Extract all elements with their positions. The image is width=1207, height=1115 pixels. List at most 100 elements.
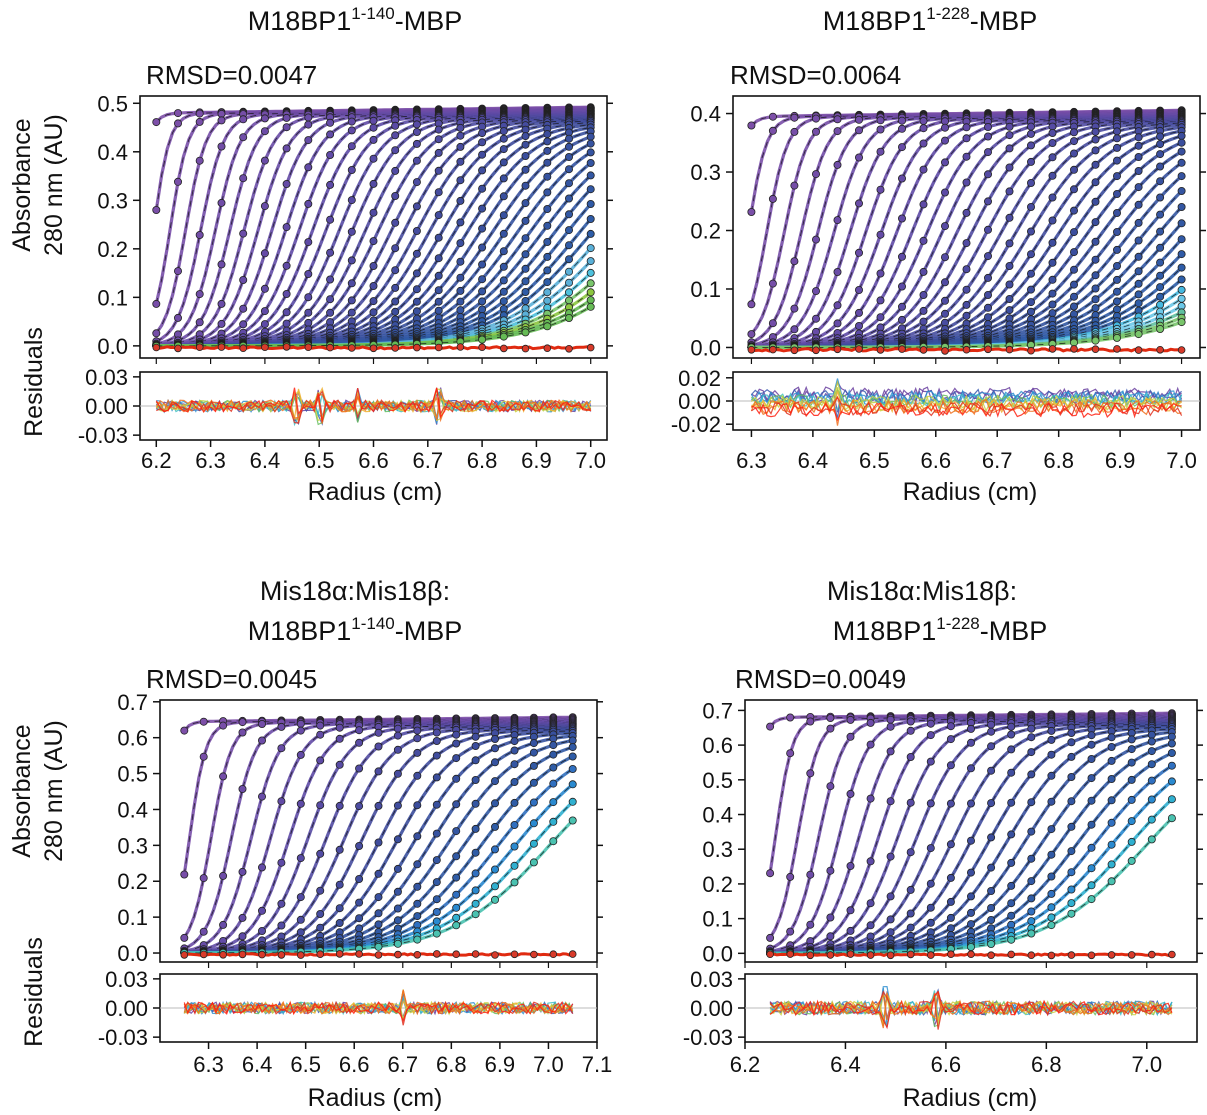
scan-point-c-21-52 bbox=[432, 929, 441, 938]
scan-point-c-18-60 bbox=[471, 869, 480, 878]
scan-point-b-18-44 bbox=[984, 273, 993, 282]
baseline-point-b-36 bbox=[876, 346, 885, 354]
scan-point-b-21-48 bbox=[1005, 294, 1014, 303]
scan-point-d-11-32 bbox=[926, 903, 935, 912]
scan-point-d-14-56 bbox=[1047, 797, 1056, 806]
baseline-point-d-114 bbox=[1148, 950, 1156, 959]
scan-point-b-14-52 bbox=[1027, 129, 1036, 138]
scan-point-c-7-32 bbox=[335, 760, 344, 769]
scan-point-c-15-40 bbox=[374, 920, 383, 929]
scan-point-d-14-48 bbox=[1007, 858, 1016, 867]
scan-point-b-26-68 bbox=[1113, 245, 1122, 254]
baseline-point-d-66 bbox=[987, 951, 995, 959]
scan-point-a-17-52 bbox=[434, 135, 443, 144]
scan-point-b-34-76 bbox=[1156, 300, 1165, 309]
scan-point-c-13-40 bbox=[374, 893, 383, 902]
y-tick-label-c-3: 0.3 bbox=[117, 833, 148, 858]
panel-b-scan-group bbox=[747, 106, 1186, 355]
scan-point-a-12-32 bbox=[326, 180, 335, 189]
y-tick-label-b-0: 0.0 bbox=[690, 335, 721, 360]
scan-point-d-8-24 bbox=[886, 892, 895, 901]
scan-point-c-12-56 bbox=[452, 754, 461, 763]
scan-point-d-13-64 bbox=[1087, 740, 1096, 749]
scan-point-d-12-40 bbox=[967, 868, 976, 877]
scan-point-c-19-60 bbox=[471, 886, 480, 895]
scan-point-b-9-24 bbox=[876, 230, 885, 239]
scan-point-d-13-56 bbox=[1047, 771, 1056, 780]
scan-point-b-21-52 bbox=[1027, 269, 1036, 278]
scan-point-c-15-56 bbox=[452, 827, 461, 836]
scan-point-b-11-20 bbox=[855, 321, 864, 330]
scan-point-c-5-16 bbox=[257, 863, 266, 872]
scan-point-b-27-60 bbox=[1070, 302, 1079, 311]
scan-point-b-10-36 bbox=[941, 136, 950, 145]
scan-point-d-8-20 bbox=[866, 921, 875, 930]
scan-fit-a-37 bbox=[156, 272, 592, 347]
scan-point-c-0-4 bbox=[199, 717, 208, 726]
scan-point-c-10-24 bbox=[296, 928, 305, 937]
scan-point-c-1-4 bbox=[199, 752, 208, 761]
scan-point-b-14-28 bbox=[898, 315, 907, 324]
scan-point-d-5-16 bbox=[846, 862, 855, 871]
panel-d-rmsd: RMSD=0.0049 bbox=[735, 664, 906, 694]
scan-point-b-30-76 bbox=[1156, 258, 1165, 267]
scan-point-b-24-56 bbox=[1048, 289, 1057, 298]
scan-point-d-10-36 bbox=[946, 840, 955, 849]
x-tick-label-b-7: 7.0 bbox=[1166, 448, 1197, 473]
panel-c-scan-group bbox=[180, 713, 577, 959]
scan-point-a-37-80 bbox=[586, 268, 595, 277]
baseline-point-c-102 bbox=[510, 950, 519, 959]
scan-point-a-24-72 bbox=[543, 137, 552, 146]
scan-point-a-10-20 bbox=[260, 284, 269, 293]
baseline-point-c-114 bbox=[549, 950, 558, 958]
baseline-point-d-72 bbox=[1007, 950, 1015, 959]
scan-point-d-18-60 bbox=[1067, 868, 1076, 877]
scan-point-d-21-68 bbox=[1107, 877, 1116, 886]
scan-point-c-14-44 bbox=[393, 887, 402, 896]
scan-point-d-18-68 bbox=[1107, 818, 1116, 827]
scan-point-c-16-64 bbox=[490, 799, 499, 808]
baseline-point-d-90 bbox=[1067, 951, 1076, 959]
baseline-point-b-6 bbox=[769, 345, 777, 354]
residual-trace-b-1 bbox=[751, 380, 1182, 404]
scan-point-b-29-68 bbox=[1113, 287, 1122, 296]
scan-point-a-39-80 bbox=[586, 288, 595, 297]
r-tick-label-d-2: -0.03 bbox=[683, 1025, 733, 1050]
scan-point-c-21-40 bbox=[374, 942, 383, 951]
baseline-point-d-78 bbox=[1027, 951, 1036, 959]
scan-point-b-23-60 bbox=[1070, 248, 1079, 257]
scan-point-b-12-28 bbox=[898, 282, 907, 291]
scan-point-a-19-40 bbox=[369, 281, 378, 290]
scan-point-d-14-60 bbox=[1067, 773, 1076, 782]
panel-d: Mis18α:Mis18β: M18BP11-228-MBP RMSD=0.00… bbox=[683, 576, 1203, 1112]
scan-fit-d-7 bbox=[770, 720, 1172, 954]
scan-point-d-12-56 bbox=[1047, 750, 1056, 759]
scan-point-a-37-76 bbox=[565, 288, 574, 297]
y-tick-label-c-5: 0.5 bbox=[117, 762, 148, 787]
scan-point-d-5-32 bbox=[926, 719, 935, 728]
scan-point-c-6-32 bbox=[335, 734, 344, 743]
scan-point-a-17-44 bbox=[391, 191, 400, 200]
baseline-point-c-108 bbox=[530, 950, 538, 959]
scan-point-a-17-36 bbox=[347, 279, 356, 288]
scan-point-b-14-44 bbox=[984, 170, 993, 179]
scan-point-c-3-4 bbox=[199, 927, 208, 936]
scan-point-d-16-56 bbox=[1047, 850, 1056, 859]
scan-point-b-19-56 bbox=[1048, 193, 1057, 202]
scan-point-b-7-12 bbox=[812, 314, 821, 323]
scan-point-c-4-16 bbox=[257, 792, 266, 801]
scan-point-d-7-32 bbox=[926, 757, 935, 766]
scan-point-a-7-20 bbox=[260, 156, 269, 165]
scan-point-c-11-44 bbox=[393, 801, 402, 810]
scan-point-c-0-0 bbox=[180, 726, 189, 735]
baseline-point-d-36 bbox=[886, 951, 895, 960]
scan-point-c-20-80 bbox=[568, 797, 577, 806]
baseline-point-b-90 bbox=[1070, 345, 1078, 353]
scan-point-d-16-52 bbox=[1027, 877, 1036, 886]
scan-point-c-17-72 bbox=[529, 778, 538, 787]
baseline-point-d-6 bbox=[786, 950, 794, 958]
scan-point-b-26-60 bbox=[1070, 292, 1079, 301]
y-tick-label-d-7: 0.7 bbox=[702, 698, 733, 723]
scan-point-a-25-72 bbox=[543, 146, 552, 155]
r-tick-label-a-0: 0.03 bbox=[85, 365, 128, 390]
